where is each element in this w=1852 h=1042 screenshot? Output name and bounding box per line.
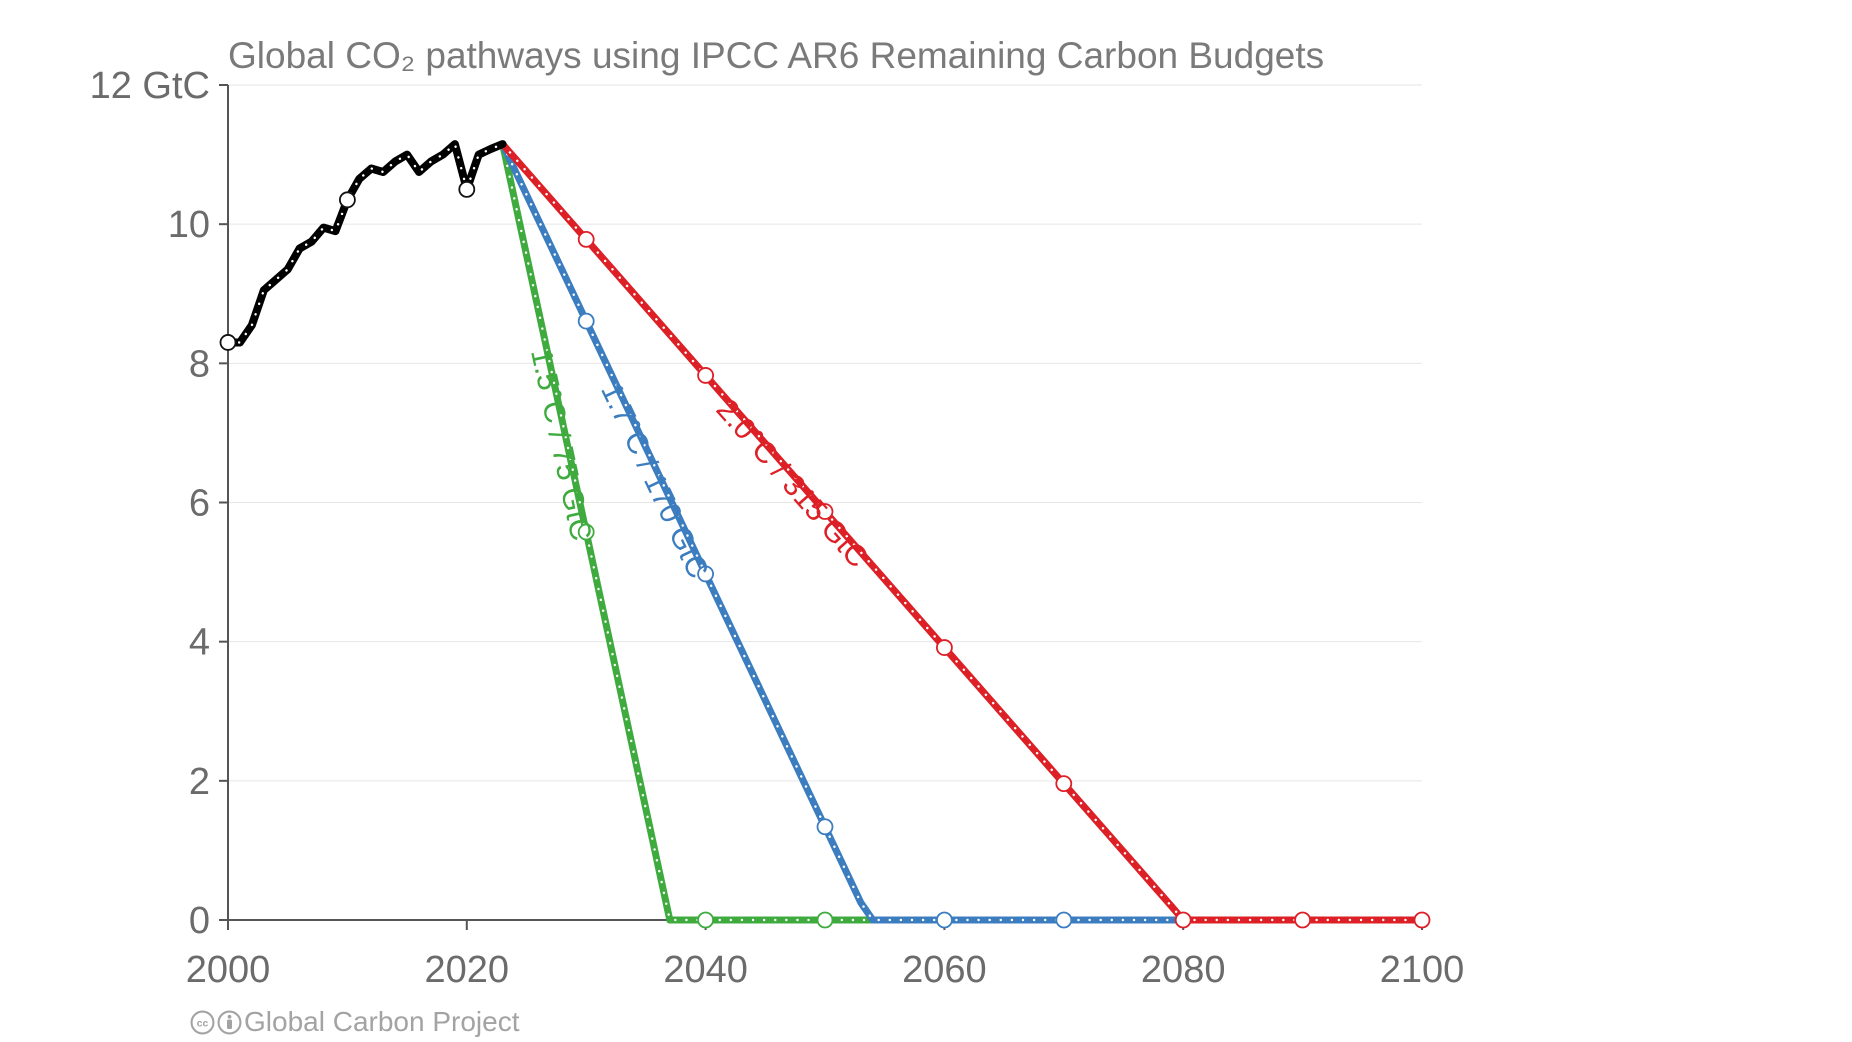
series-marker	[219, 334, 237, 351]
series-1	[499, 140, 1426, 929]
series-marker	[697, 911, 714, 929]
y-tick-label: 10	[168, 204, 210, 246]
series-marker	[577, 230, 595, 248]
axes: 0 2 4 6 8 10 12 GtC 2000 2020 2040 2060 2080 2100	[90, 65, 1465, 991]
series-label: 1.7°C / 170 GtC	[594, 378, 714, 584]
series-marker	[936, 639, 953, 656]
series-dots	[501, 142, 1424, 922]
series-marker	[577, 312, 595, 330]
x-tick-label: 2040	[663, 949, 748, 991]
y-tick-label: 0	[189, 900, 210, 942]
series-marker	[1294, 911, 1311, 929]
series-marker	[1174, 911, 1192, 929]
chart-title: Global CO₂ pathways using IPCC AR6 Remai…	[228, 35, 1324, 76]
series-dots	[501, 142, 1424, 922]
series-marker	[577, 523, 595, 541]
series-marker	[697, 565, 714, 583]
y-tick-label: 12 GtC	[90, 65, 210, 107]
svg-text:cc: cc	[197, 1018, 209, 1029]
series-label: 1.5°C / 75 GtC	[524, 346, 597, 544]
series-marker	[1055, 911, 1073, 929]
y-tick-label: 4	[189, 622, 210, 664]
series-marker	[697, 367, 714, 384]
series-line	[499, 140, 1426, 924]
series-marker	[1055, 775, 1073, 793]
credit-line: cc Global Carbon Project	[190, 1006, 519, 1038]
x-tick-label: 2080	[1141, 949, 1226, 991]
series-2	[499, 140, 1426, 929]
series-line	[499, 140, 1426, 924]
credit-text: Global Carbon Project	[244, 1006, 520, 1037]
series-marker	[816, 911, 834, 929]
series-marker	[1413, 911, 1431, 929]
series-line	[499, 140, 1426, 924]
creative-commons-icon: cc	[190, 1010, 215, 1035]
series-dots	[501, 142, 1424, 922]
y-tick-label: 6	[189, 483, 210, 525]
series-marker	[816, 503, 834, 520]
series-layer	[219, 140, 1431, 929]
series-0	[219, 140, 507, 351]
x-tick-label: 2020	[425, 949, 510, 991]
x-tick-label: 2100	[1380, 949, 1465, 991]
y-tick-label: 8	[189, 343, 210, 385]
attribution-icon	[217, 1010, 242, 1035]
series-label: 2.0°C / 315 GtC	[710, 393, 875, 574]
series-marker	[338, 191, 356, 209]
series-marker	[936, 911, 953, 929]
series-line	[224, 140, 507, 347]
series-marker	[816, 818, 834, 836]
series-marker	[458, 180, 476, 198]
grid-lines	[228, 84, 1422, 782]
series-3	[499, 140, 1431, 929]
x-tick-label: 2060	[902, 949, 987, 991]
y-tick-label: 2	[189, 761, 210, 803]
x-tick-label: 2000	[186, 949, 271, 991]
